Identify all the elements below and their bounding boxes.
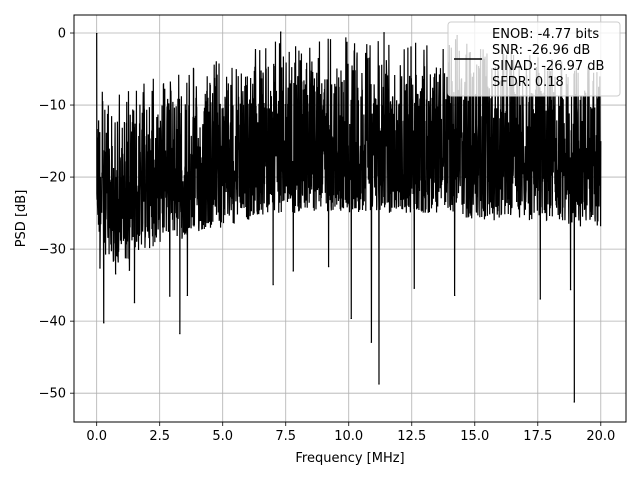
- x-tick-label: 10.0: [334, 429, 363, 444]
- x-tick-label: 0.0: [86, 429, 107, 444]
- y-tick-label: 0: [58, 27, 66, 42]
- x-tick-label: 20.0: [586, 429, 615, 444]
- legend-entry-sfdr: SFDR: 0.18: [492, 75, 564, 90]
- x-axis: 0.0 2.5 5.0 7.5 10.0 12.5 15.0 17.5 20.0: [86, 422, 615, 444]
- x-axis-label: Frequency [MHz]: [295, 451, 404, 466]
- y-tick-label: −40: [39, 315, 66, 330]
- legend-entry-enob: ENOB: -4.77 bits: [492, 27, 599, 42]
- y-tick-label: −50: [39, 387, 66, 402]
- x-tick-label: 2.5: [149, 429, 170, 444]
- legend: ENOB: -4.77 bits SNR: -26.96 dB SINAD: -…: [447, 21, 621, 97]
- x-tick-label: 7.5: [275, 429, 296, 444]
- y-axis-label: PSD [dB]: [14, 190, 29, 248]
- psd-trace-line: [96, 31, 602, 403]
- legend-entry-snr: SNR: -26.96 dB: [492, 43, 590, 58]
- x-tick-label: 5.0: [212, 429, 233, 444]
- plot-frame: [73, 14, 627, 423]
- y-tick-label: −10: [39, 99, 66, 114]
- y-tick-label: −20: [39, 171, 66, 186]
- x-tick-label: 12.5: [397, 429, 426, 444]
- legend-entry-sinad: SINAD: -26.97 dB: [492, 59, 604, 74]
- legend-box: [447, 21, 621, 97]
- y-tick-label: −30: [39, 243, 66, 258]
- x-tick-label: 15.0: [460, 429, 489, 444]
- y-axis: 0 −10 −20 −30 −40 −50: [39, 27, 74, 402]
- x-tick-label: 17.5: [523, 429, 552, 444]
